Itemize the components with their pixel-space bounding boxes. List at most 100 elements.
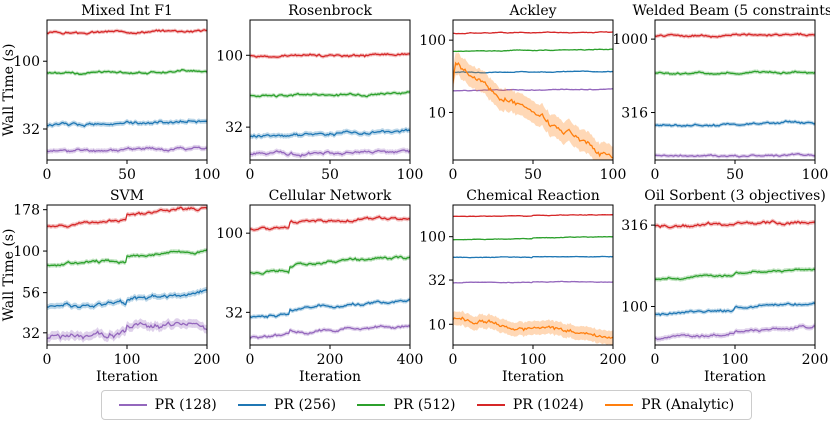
legend-label-pr-analytic: PR (Analytic): [641, 397, 735, 413]
xtick-label-mixed-int-f1-2: 100: [194, 167, 221, 183]
band-svm-pr-1024: [47, 205, 207, 230]
line-rosenbrock-pr-512: [250, 91, 410, 98]
legend-item-pr-512: PR (512): [357, 397, 456, 413]
line-chemical-reaction-pr-analytic: [453, 316, 613, 339]
line-rosenbrock-pr-128: [250, 149, 410, 158]
xtick-label-svm-0: 0: [43, 352, 52, 368]
legend-swatch-pr-128: [118, 404, 147, 406]
xtick-label-ackley-1: 50: [524, 167, 542, 183]
panel-cellular-network: Cellular Network 32 100 0 200 400 Iteration: [216, 188, 423, 385]
ytick-label-oil-sorbent-3-objectives-0: 100: [621, 299, 648, 315]
line-welded-beam-5-constraints-pr-128: [655, 153, 815, 158]
band-cellular-network-pr-1024: [250, 214, 410, 233]
xtick-label-ackley-2: 100: [600, 167, 627, 183]
xtick-label-cellular-network-2: 400: [397, 352, 424, 368]
xtick-label-rosenbrock-0: 0: [246, 167, 255, 183]
panel-welded-beam-5-constraints: Welded Beam (5 constraints) 316 1000 0 50 100: [612, 3, 830, 183]
xtick-label-svm-2: 200: [194, 352, 221, 368]
line-ackley-pr-512: [453, 48, 613, 53]
ytick-label-mixed-int-f1-0: 32: [22, 122, 40, 138]
line-ackley-pr-1024: [453, 31, 613, 35]
legend-item-pr-1024: PR (1024): [476, 397, 584, 413]
band-mixed-int-f1-pr-256: [47, 118, 207, 129]
legend-swatch-pr-256: [238, 404, 267, 406]
line-ackley-pr-256: [453, 70, 613, 74]
ytick-label-ackley-1: 100: [419, 33, 446, 49]
panel-oil-sorbent-3-objectives: Oil Sorbent (3 objectives) 100 316 0 100 200 I…: [621, 188, 828, 385]
line-welded-beam-5-constraints-pr-512: [655, 70, 815, 75]
panel-svm: SVM 32 56 100 178 0 100 200 Wall Time (s) Iterati…: [1, 188, 220, 385]
line-oil-sorbent-3-objectives-pr-256: [655, 302, 815, 317]
axes-frame-mixed-int-f1: [46, 19, 208, 161]
panel-rosenbrock: Rosenbrock 32 100 0 50 100: [216, 3, 423, 183]
line-svm-pr-512: [47, 248, 207, 267]
legend-item-pr-analytic: PR (Analytic): [605, 397, 734, 413]
line-chemical-reaction-pr-1024: [453, 214, 613, 218]
ytick-label-chemical-reaction-2: 100: [419, 230, 446, 246]
xtick-label-ackley-0: 0: [449, 167, 458, 183]
xtick-label-rosenbrock-2: 100: [397, 167, 424, 183]
band-svm-pr-128: [47, 318, 207, 344]
panel-title-mixed-int-f1: Mixed Int F1: [81, 3, 173, 19]
panel-title-chemical-reaction: Chemical Reaction: [466, 188, 599, 204]
ytick-label-cellular-network-1: 100: [216, 226, 243, 242]
xtick-label-cellular-network-1: 200: [317, 352, 344, 368]
line-cellular-network-pr-512: [250, 255, 410, 275]
xtick-label-welded-beam-5-constraints-1: 50: [726, 167, 744, 183]
legend-label-pr-128: PR (128): [154, 397, 217, 413]
legend-swatch-pr-1024: [476, 404, 505, 406]
xtick-label-welded-beam-5-constraints-0: 0: [651, 167, 660, 183]
line-chemical-reaction-pr-512: [453, 235, 613, 241]
xtick-label-oil-sorbent-3-objectives-0: 0: [651, 352, 660, 368]
xlabel-svm: Iteration: [96, 369, 158, 385]
ytick-label-chemical-reaction-1: 32: [428, 273, 446, 289]
line-welded-beam-5-constraints-pr-256: [655, 120, 815, 128]
line-cellular-network-pr-256: [250, 298, 410, 319]
band-welded-beam-5-constraints-pr-1024: [655, 31, 815, 40]
xtick-label-oil-sorbent-3-objectives-2: 200: [802, 352, 829, 368]
panel-title-ackley: Ackley: [508, 3, 556, 19]
ytick-label-rosenbrock-1: 100: [216, 48, 243, 64]
line-chemical-reaction-pr-256: [453, 255, 613, 259]
xtick-label-mixed-int-f1-1: 50: [118, 167, 136, 183]
ytick-label-welded-beam-5-constraints-0: 316: [621, 106, 648, 122]
band-welded-beam-5-constraints-pr-512: [655, 69, 815, 77]
axes-frame-rosenbrock: [249, 19, 411, 161]
legend-swatch-pr-analytic: [605, 404, 634, 406]
ylabel-row-0: Wall Time (s): [1, 44, 17, 137]
axes-frame-welded-beam-5-constraints: [654, 19, 816, 161]
panel-title-rosenbrock: Rosenbrock: [288, 3, 372, 19]
line-svm-pr-128: [47, 321, 207, 340]
ytick-label-welded-beam-5-constraints-1: 1000: [612, 32, 648, 48]
line-mixed-int-f1-pr-512: [47, 69, 207, 75]
line-svm-pr-256: [47, 289, 207, 309]
panel-title-cellular-network: Cellular Network: [269, 188, 392, 204]
line-rosenbrock-pr-1024: [250, 52, 410, 58]
xtick-label-cellular-network-0: 0: [246, 352, 255, 368]
line-cellular-network-pr-1024: [250, 215, 410, 231]
line-svm-pr-1024: [47, 206, 207, 228]
legend-label-pr-1024: PR (1024): [512, 397, 584, 413]
xtick-label-rosenbrock-1: 50: [321, 167, 339, 183]
legend-label-pr-512: PR (512): [393, 397, 456, 413]
panel-title-welded-beam-5-constraints: Welded Beam (5 constraints): [632, 3, 830, 19]
xtick-label-chemical-reaction-1: 100: [520, 352, 547, 368]
xlabel-oil-sorbent-3-objectives: Iteration: [704, 369, 766, 385]
xlabel-cellular-network: Iteration: [299, 369, 361, 385]
line-mixed-int-f1-pr-128: [47, 146, 207, 153]
line-mixed-int-f1-pr-256: [47, 119, 207, 128]
xtick-label-welded-beam-5-constraints-2: 100: [802, 167, 829, 183]
legend-swatch-pr-512: [357, 404, 386, 406]
ytick-label-svm-1: 56: [22, 286, 40, 302]
line-oil-sorbent-3-objectives-pr-512: [655, 268, 815, 281]
xlabel-chemical-reaction: Iteration: [502, 369, 564, 385]
legend-item-pr-128: PR (128): [118, 397, 217, 413]
line-welded-beam-5-constraints-pr-1024: [655, 32, 815, 38]
line-ackley-pr-analytic: [453, 61, 613, 159]
line-mixed-int-f1-pr-1024: [47, 29, 207, 35]
xtick-label-mixed-int-f1-0: 0: [43, 167, 52, 183]
line-oil-sorbent-3-objectives-pr-128: [655, 324, 815, 341]
band-mixed-int-f1-pr-512: [47, 67, 207, 77]
